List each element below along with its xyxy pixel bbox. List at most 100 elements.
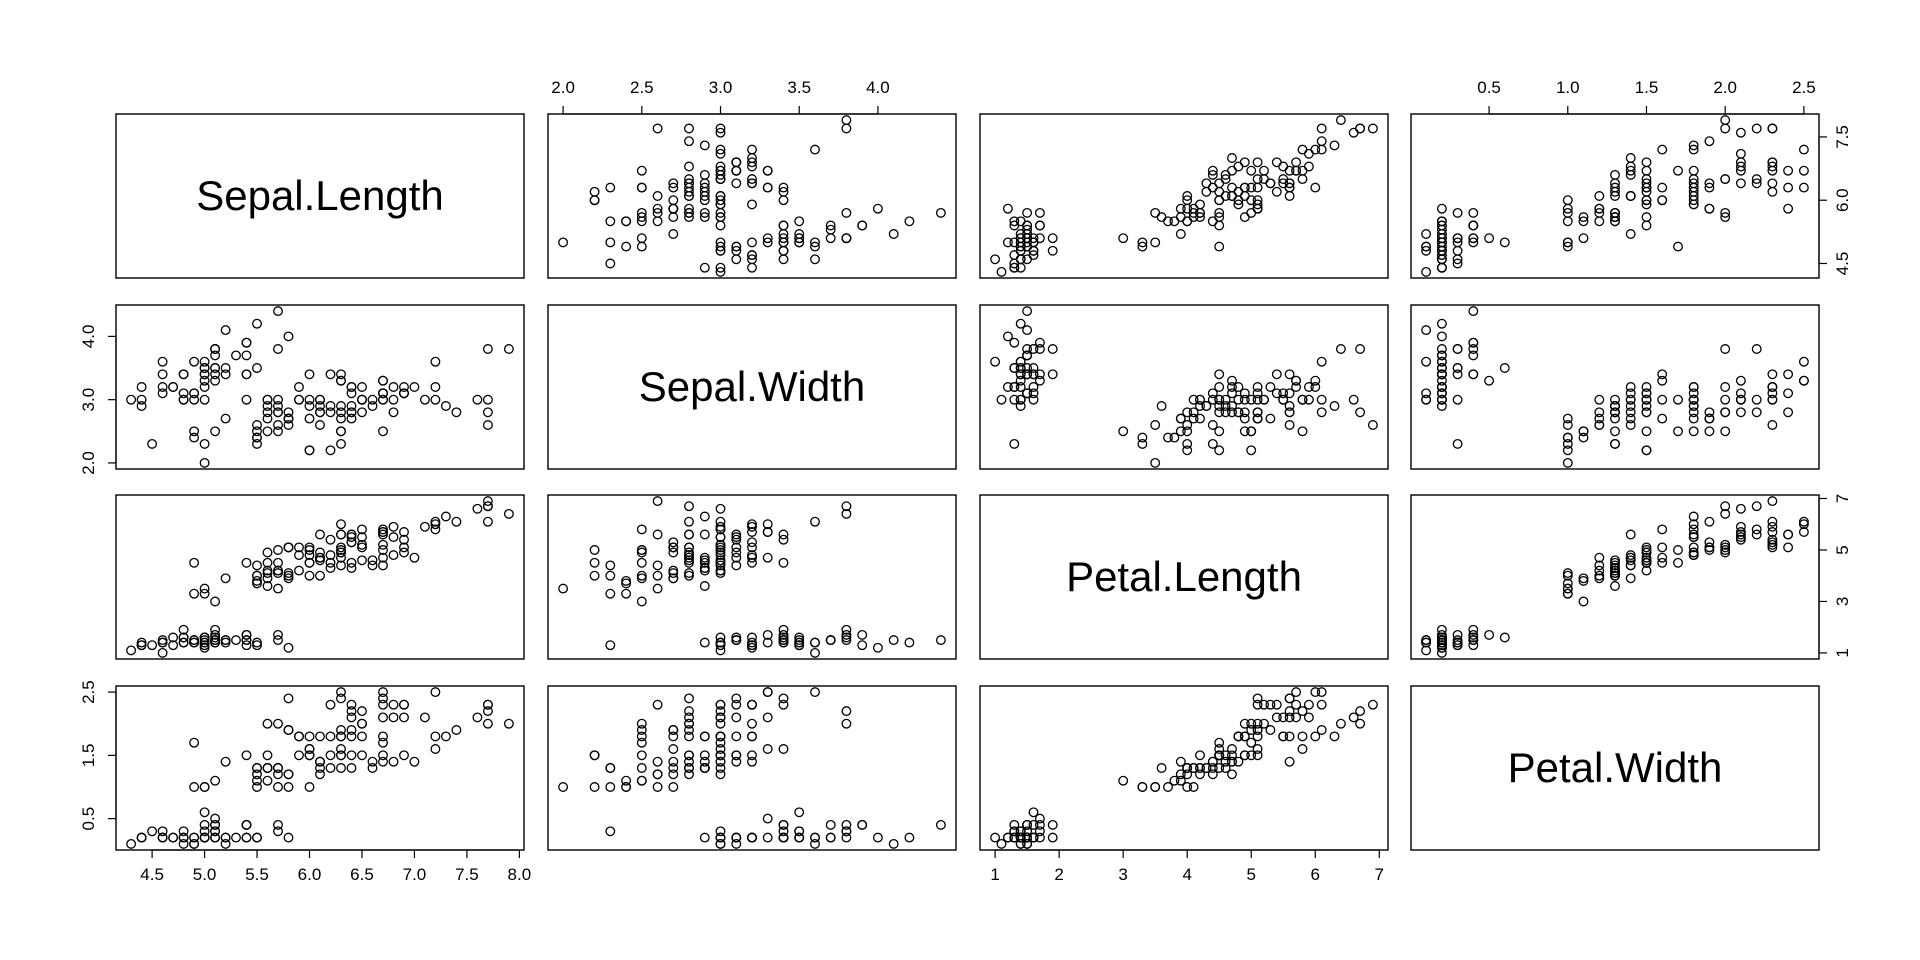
data-point bbox=[747, 731, 757, 742]
data-point bbox=[1246, 165, 1257, 176]
data-point bbox=[1214, 178, 1225, 189]
data-point bbox=[1688, 547, 1699, 558]
data-point bbox=[1610, 426, 1620, 437]
data-point bbox=[430, 382, 441, 392]
data-point bbox=[1015, 838, 1026, 849]
data-point bbox=[747, 521, 757, 532]
data-point bbox=[589, 782, 600, 792]
data-point bbox=[1297, 744, 1308, 754]
data-point bbox=[841, 706, 852, 717]
data-point bbox=[1028, 807, 1039, 818]
data-point bbox=[430, 524, 441, 535]
data-point bbox=[1735, 394, 1746, 405]
data-point bbox=[841, 115, 852, 126]
data-point bbox=[1688, 394, 1699, 405]
top-axis-tick-label: 1.0 bbox=[1556, 78, 1580, 97]
data-point bbox=[1578, 573, 1589, 584]
data-point bbox=[199, 356, 210, 367]
panel-Sepal.Length-vs-Sepal.Length: Sepal.Length bbox=[115, 113, 525, 279]
data-point bbox=[778, 529, 789, 540]
data-point bbox=[715, 127, 726, 138]
data-point bbox=[715, 637, 726, 648]
data-point bbox=[1220, 401, 1231, 411]
data-point bbox=[1028, 832, 1039, 843]
data-point bbox=[304, 413, 315, 424]
data-point bbox=[1735, 521, 1746, 532]
data-point bbox=[399, 699, 409, 710]
data-point bbox=[1610, 212, 1620, 223]
data-point bbox=[1028, 388, 1039, 399]
data-point bbox=[1239, 718, 1250, 729]
data-point bbox=[1022, 344, 1033, 354]
data-point bbox=[684, 750, 694, 761]
data-point bbox=[1239, 750, 1250, 761]
data-point bbox=[294, 394, 304, 405]
data-point bbox=[1252, 750, 1263, 761]
data-point bbox=[1182, 426, 1193, 437]
data-point bbox=[220, 413, 231, 424]
data-point bbox=[325, 534, 336, 545]
data-point bbox=[684, 693, 694, 704]
data-point bbox=[1688, 550, 1699, 561]
data-point bbox=[731, 699, 742, 710]
data-point bbox=[1436, 375, 1447, 386]
data-point bbox=[605, 258, 616, 269]
data-point bbox=[220, 756, 231, 767]
data-point bbox=[378, 693, 388, 704]
data-point bbox=[336, 369, 346, 380]
data-point bbox=[715, 521, 726, 532]
variable-label: Sepal.Width bbox=[639, 363, 865, 410]
data-point bbox=[378, 524, 388, 535]
data-point bbox=[1265, 413, 1276, 424]
data-point bbox=[715, 144, 726, 155]
data-point bbox=[409, 756, 420, 767]
data-point bbox=[872, 203, 883, 214]
data-point bbox=[1195, 750, 1205, 761]
data-point bbox=[1452, 369, 1463, 380]
data-point bbox=[367, 555, 378, 566]
data-point bbox=[1767, 496, 1778, 507]
data-point bbox=[273, 426, 283, 437]
data-point bbox=[231, 832, 241, 843]
data-point bbox=[199, 642, 210, 653]
data-point bbox=[252, 363, 262, 373]
data-point bbox=[336, 763, 346, 773]
data-point bbox=[1704, 537, 1715, 548]
data-point bbox=[605, 182, 616, 193]
panel-frame bbox=[547, 685, 957, 851]
data-point bbox=[1303, 161, 1314, 172]
data-point bbox=[1137, 438, 1148, 449]
data-point bbox=[636, 524, 647, 535]
bottom-axis-tick-label: 5.5 bbox=[245, 865, 269, 884]
data-point bbox=[1009, 363, 1020, 373]
data-point bbox=[1610, 413, 1620, 424]
data-point bbox=[325, 401, 336, 411]
data-point bbox=[1233, 756, 1244, 767]
data-point bbox=[1625, 161, 1636, 172]
data-point bbox=[273, 545, 283, 555]
data-point bbox=[668, 782, 679, 792]
data-point bbox=[1610, 438, 1620, 449]
data-point bbox=[1227, 769, 1237, 780]
data-point bbox=[668, 744, 679, 754]
data-point bbox=[990, 832, 1001, 843]
data-point bbox=[262, 750, 273, 761]
data-point bbox=[199, 632, 210, 643]
data-point bbox=[684, 207, 694, 218]
data-point bbox=[157, 832, 168, 843]
data-point bbox=[1436, 394, 1447, 405]
data-point bbox=[262, 718, 273, 729]
data-point bbox=[178, 826, 189, 837]
panel-frame bbox=[979, 304, 1389, 470]
data-point bbox=[1188, 782, 1199, 792]
data-point bbox=[1195, 199, 1205, 210]
data-point bbox=[699, 557, 710, 568]
data-point bbox=[1468, 369, 1479, 380]
data-point bbox=[1188, 413, 1199, 424]
data-point bbox=[1688, 519, 1699, 530]
data-point bbox=[1798, 527, 1809, 537]
data-point bbox=[1284, 388, 1295, 399]
data-point bbox=[336, 426, 346, 437]
data-point bbox=[668, 565, 679, 576]
panels-layer: Sepal.Length Sepal.Width Petal.Length Petal… bbox=[115, 113, 1820, 851]
